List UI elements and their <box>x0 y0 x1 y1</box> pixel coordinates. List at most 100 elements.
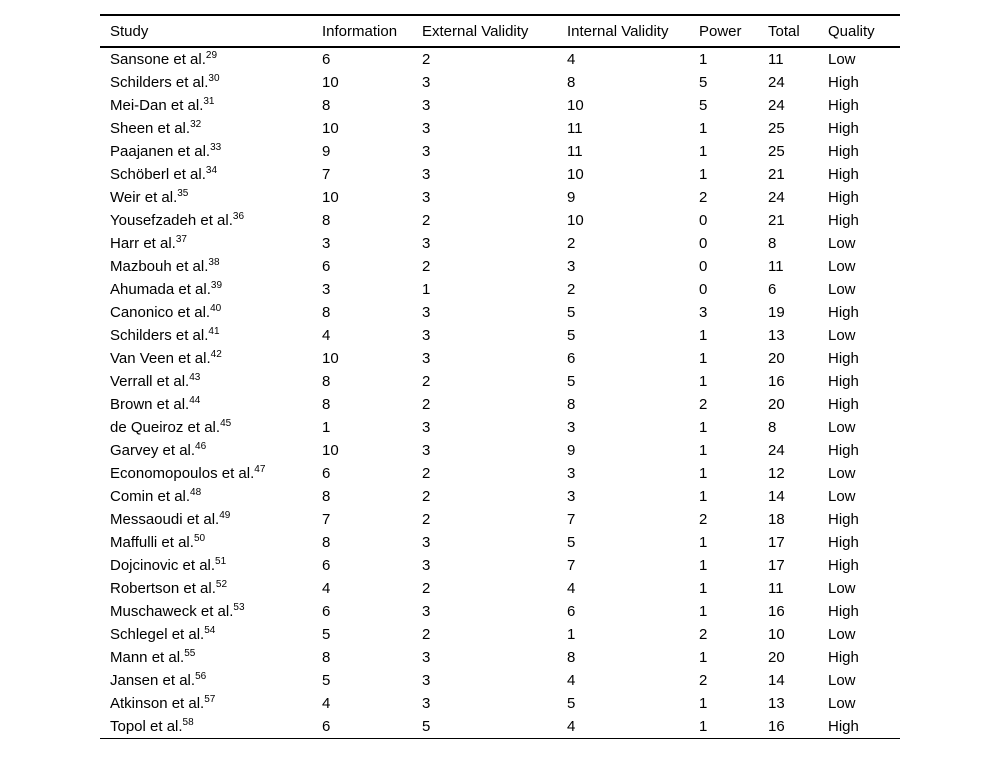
reference-number: 44 <box>189 395 201 406</box>
reference-number: 46 <box>195 441 207 452</box>
cell-internal_validity: 4 <box>567 672 576 689</box>
cell-total: 8 <box>768 419 777 436</box>
reference-number: 55 <box>184 648 196 659</box>
reference-number: 49 <box>219 510 231 521</box>
cell-information: 1 <box>322 419 331 436</box>
cell-internal_validity: 11 <box>567 120 583 137</box>
cell-study: Muschaweck et al.53 <box>100 603 322 620</box>
cell-power: 1 <box>699 143 708 160</box>
cell-power: 2 <box>699 626 708 643</box>
cell-quality: High <box>828 304 859 321</box>
cell-external_validity: 2 <box>422 580 431 597</box>
cell-information: 7 <box>322 166 331 183</box>
study-name: Topol et al. <box>110 718 183 735</box>
column-header-total: Total <box>768 22 800 40</box>
study-name: Schilders et al. <box>110 327 209 344</box>
cell-quality: High <box>828 350 859 367</box>
table-row: Brown et al.44 8 2 8 2 20 High <box>100 393 900 416</box>
table-row: Dojcinovic et al.51 6 3 7 1 17 High <box>100 554 900 577</box>
study-name: Schöberl et al. <box>110 166 206 183</box>
cell-external_validity: 3 <box>422 143 431 160</box>
cell-study: Maffulli et al.50 <box>100 534 322 551</box>
cell-total: 10 <box>768 626 785 643</box>
table-row: Jansen et al.56 5 3 4 2 14 Low <box>100 669 900 692</box>
cell-power: 3 <box>699 304 708 321</box>
cell-internal_validity: 1 <box>567 626 576 643</box>
table-body: Sansone et al.29 6 2 4 1 11 Low Schilders et al… <box>100 48 900 738</box>
reference-number: 52 <box>215 579 228 590</box>
study-name: Messaoudi et al. <box>110 511 220 528</box>
cell-power: 5 <box>699 74 708 91</box>
study-name: Sheen et al. <box>110 120 191 137</box>
study-name: Maffulli et al. <box>110 534 194 551</box>
cell-internal_validity: 8 <box>567 649 576 666</box>
cell-quality: High <box>828 534 859 551</box>
reference-number: 32 <box>190 119 202 130</box>
cell-study: Economopoulos et al.47 <box>100 464 322 482</box>
study-name: Canonico et al. <box>110 304 211 321</box>
cell-information: 3 <box>322 281 331 298</box>
table-row: Robertson et al.52 4 2 4 1 11 Low <box>100 577 900 600</box>
study-name: Economopoulos et al. <box>110 465 255 482</box>
cell-external_validity: 3 <box>422 534 431 551</box>
cell-total: 25 <box>768 143 785 160</box>
cell-internal_validity: 5 <box>567 534 576 551</box>
cell-study: Dojcinovic et al.51 <box>100 557 322 574</box>
reference-number: 47 <box>254 464 266 475</box>
table-row: Schilders et al.41 4 3 5 1 13 Low <box>100 324 900 347</box>
table-row: de Queiroz et al.45 1 3 3 1 8 Low <box>100 416 900 439</box>
reference-number: 33 <box>210 142 222 153</box>
cell-total: 14 <box>768 672 785 689</box>
cell-power: 1 <box>699 649 708 666</box>
table-row: Schilders et al.30 10 3 8 5 24 High <box>100 71 900 94</box>
cell-total: 18 <box>768 511 785 528</box>
cell-external_validity: 2 <box>422 465 431 482</box>
cell-study: Yousefzadeh et al.36 <box>100 212 322 229</box>
reference-number: 35 <box>177 188 189 199</box>
study-name: Yousefzadeh et al. <box>110 212 233 229</box>
cell-external_validity: 2 <box>422 511 431 528</box>
cell-information: 10 <box>322 350 339 367</box>
table-row: Topol et al.58 6 5 4 1 16 High <box>100 715 900 738</box>
cell-information: 5 <box>322 626 331 643</box>
cell-information: 8 <box>322 488 331 505</box>
cell-study: Verrall et al.43 <box>100 373 322 390</box>
cell-total: 25 <box>768 120 785 137</box>
cell-quality: Low <box>828 258 856 275</box>
cell-total: 16 <box>768 373 785 390</box>
cell-information: 4 <box>322 580 331 597</box>
cell-internal_validity: 8 <box>567 74 576 91</box>
cell-internal_validity: 2 <box>567 235 576 252</box>
cell-power: 1 <box>699 580 708 597</box>
cell-power: 1 <box>699 373 708 390</box>
cell-external_validity: 3 <box>422 97 431 114</box>
reference-number: 40 <box>210 303 222 314</box>
cell-quality: High <box>828 718 859 735</box>
cell-external_validity: 3 <box>422 189 431 206</box>
cell-quality: High <box>828 442 859 459</box>
cell-information: 4 <box>322 695 331 712</box>
study-name: Robertson et al. <box>110 580 216 597</box>
cell-internal_validity: 11 <box>567 143 583 160</box>
cell-information: 3 <box>322 235 331 252</box>
cell-internal_validity: 4 <box>567 718 576 735</box>
cell-information: 6 <box>322 465 331 482</box>
table-row: Mann et al.55 8 3 8 1 20 High <box>100 646 900 669</box>
table-row: Mazbouh et al.38 6 2 3 0 11 Low <box>100 255 900 278</box>
reference-number: 29 <box>205 50 218 61</box>
cell-total: 8 <box>768 235 777 252</box>
cell-quality: Low <box>828 235 856 252</box>
cell-total: 16 <box>768 718 785 735</box>
table-row: Ahumada et al.39 3 1 2 0 6 Low <box>100 278 900 301</box>
cell-information: 6 <box>322 258 331 275</box>
cell-internal_validity: 9 <box>567 189 576 206</box>
cell-quality: High <box>828 649 859 666</box>
table-row: Schöberl et al.34 7 3 10 1 21 High <box>100 163 900 186</box>
cell-quality: High <box>828 166 859 183</box>
cell-study: Comin et al.48 <box>100 488 322 505</box>
cell-study: Schilders et al.30 <box>100 74 322 91</box>
cell-quality: Low <box>828 281 856 298</box>
cell-information: 8 <box>322 304 331 321</box>
study-name: Verrall et al. <box>110 373 190 390</box>
study-name: Garvey et al. <box>110 442 196 459</box>
